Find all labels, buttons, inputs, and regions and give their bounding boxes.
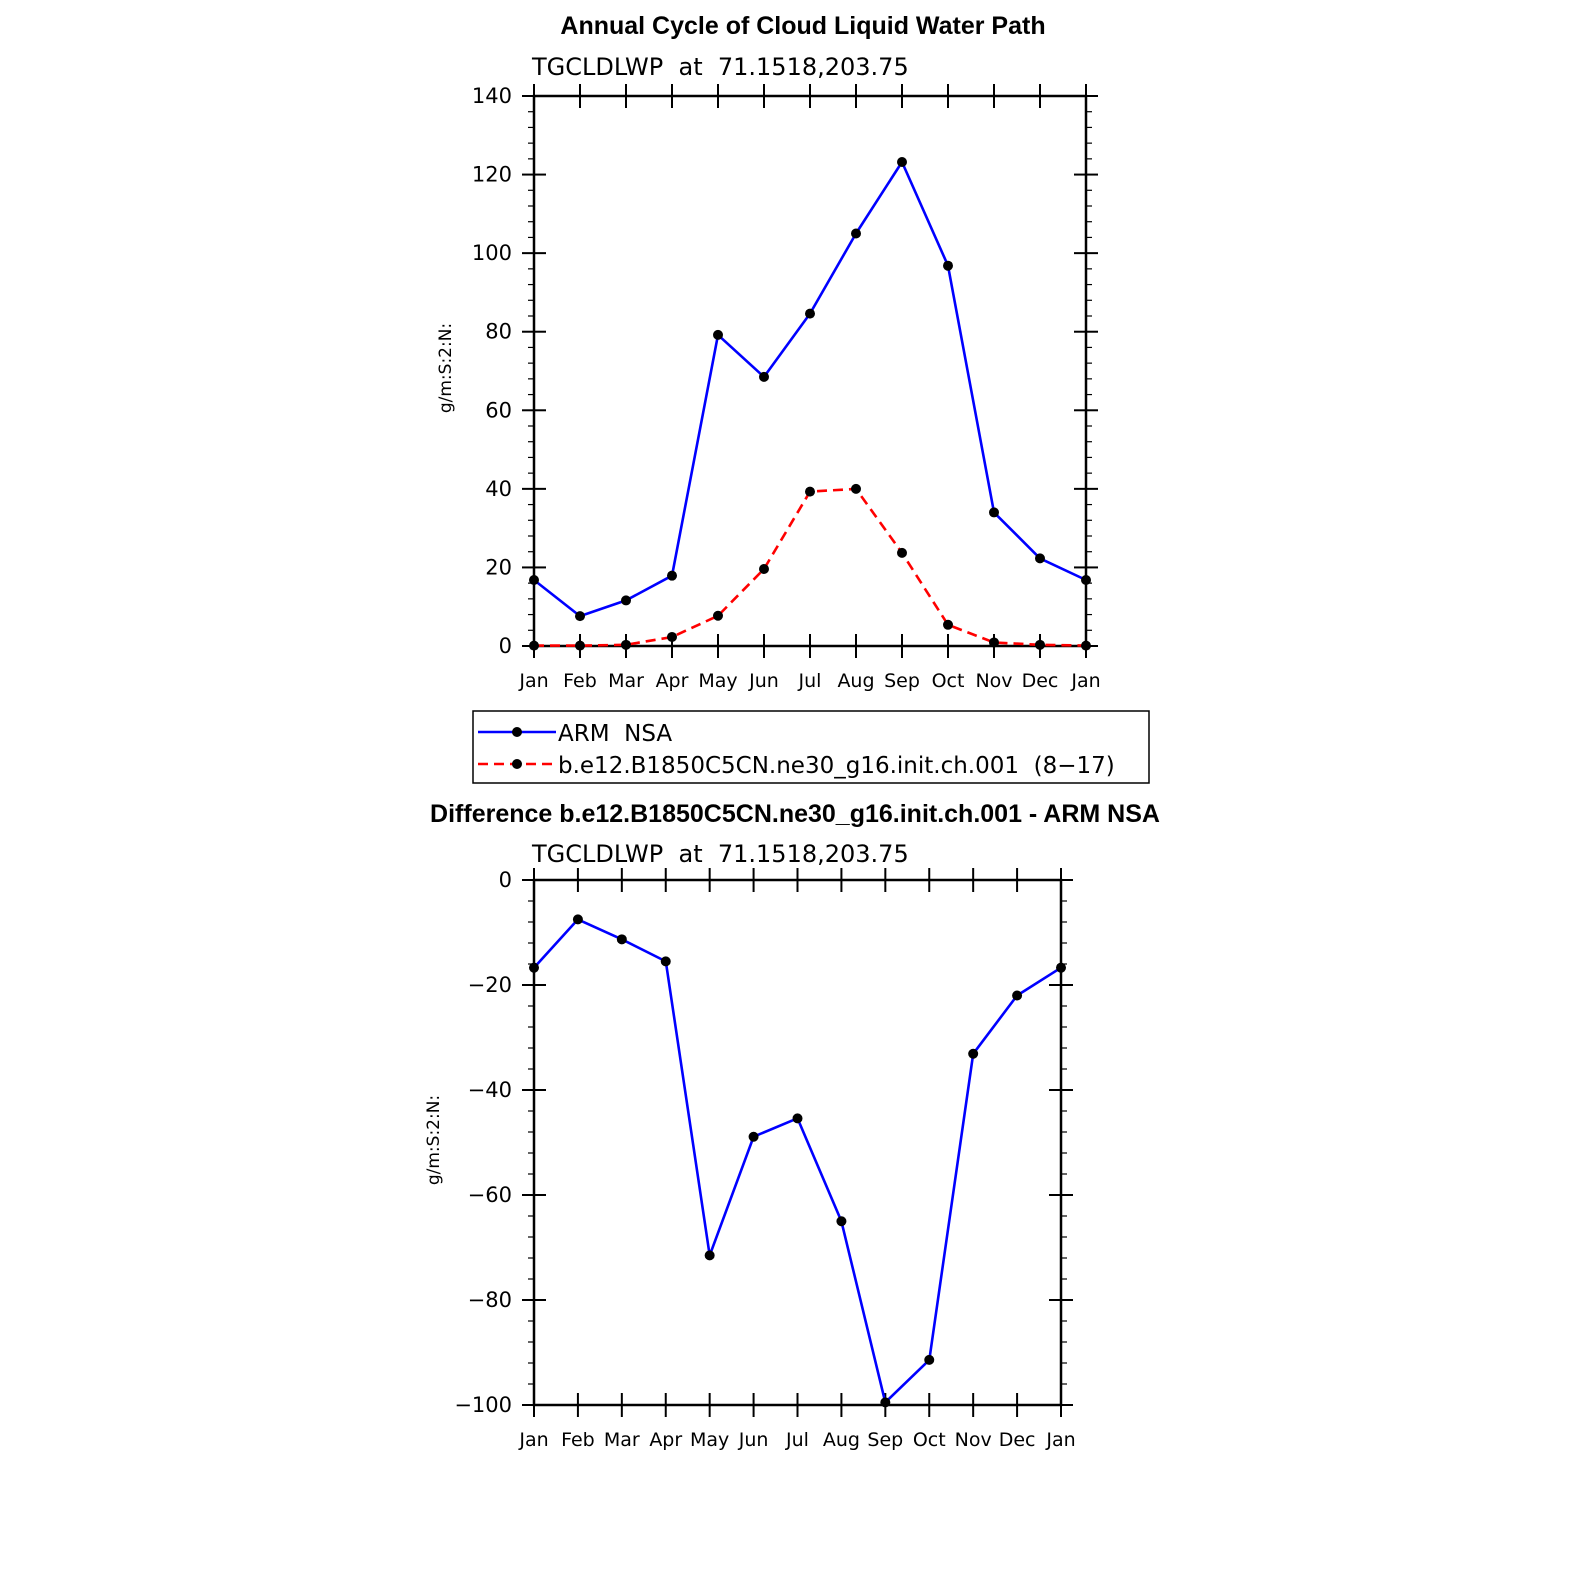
bottom-chart-series-0-point	[529, 962, 539, 973]
top-chart-series-1-point	[1081, 640, 1091, 651]
bottom-chart-series-line-0	[533, 918, 1062, 1404]
top-chart-y-tick-label: 100	[472, 241, 512, 265]
top-chart-y-tick-label: 40	[485, 477, 512, 501]
bottom-chart-y-axis-label: g/m:S:2:N:	[424, 1095, 444, 1185]
legend-label-arm-nsa: ARM NSA	[558, 721, 672, 747]
top-chart-plot-frame	[532, 94, 1088, 648]
bottom-chart: −100 −80 −60 −40 −20 0 Jan Feb Mar Apr May Jun Jul Au…	[454, 868, 1076, 1451]
legend-marker-model	[512, 759, 522, 769]
top-chart-x-tick-label: Feb	[563, 670, 597, 692]
top-chart-x-tick-label: Jul	[798, 670, 822, 692]
top-chart-y-tick-label: 120	[472, 163, 512, 187]
bottom-chart-series-0-point	[616, 934, 627, 945]
bottom-chart-y-tick-label: −60	[468, 1183, 512, 1207]
bottom-chart-series-0-point	[968, 1048, 979, 1059]
top-chart-x-tick-label: Oct	[932, 670, 965, 692]
bottom-chart-series-0-point	[1056, 962, 1066, 973]
top-chart-x-tick-label: Nov	[975, 670, 1012, 692]
top-chart-series-1-point	[529, 640, 539, 651]
top-chart-y-tick-label: 140	[472, 84, 512, 108]
top-chart-series-1-point	[621, 639, 631, 650]
bottom-chart-x-tick-label: Nov	[955, 1429, 992, 1451]
top-chart-series-1-point	[943, 619, 953, 630]
bottom-chart-x-tick-label: Sep	[867, 1429, 903, 1451]
top-chart-series-0-point	[759, 371, 769, 382]
bottom-chart-x-tick-label: Dec	[999, 1429, 1036, 1451]
top-chart-series-1-point	[575, 640, 585, 651]
top-chart: 0 20 40 60 80 100 120 140 Jan Feb Mar Apr May Jun Jul A…	[472, 84, 1101, 692]
top-chart-series-1-point	[897, 547, 907, 558]
bottom-chart-x-tick-label: Oct	[913, 1429, 946, 1451]
top-chart-series-1-point	[667, 631, 677, 642]
top-chart-y-tick-label: 20	[485, 555, 512, 579]
bottom-chart-x-tick-label: Aug	[823, 1429, 860, 1451]
top-chart-x-tick-label: Apr	[656, 670, 689, 692]
top-chart-series-0-point	[943, 260, 953, 271]
bottom-chart-series-0-point	[704, 1250, 715, 1261]
top-chart-x-tick-label: Jun	[748, 670, 779, 692]
bottom-chart-series-0-point	[1012, 990, 1023, 1001]
bottom-chart-series-0-point	[792, 1113, 803, 1124]
top-chart-series-1-point	[759, 564, 769, 574]
bottom-chart-y-tick-label: 0	[499, 868, 512, 892]
bottom-chart-plot-frame	[532, 878, 1063, 1407]
top-chart-x-tick-label: Jan	[518, 670, 548, 692]
legend-box	[472, 710, 1150, 784]
top-chart-x-tick-label: Dec	[1022, 670, 1059, 692]
bottom-chart-x-tick-label: Mar	[604, 1429, 640, 1451]
bottom-chart-x-tick-label: Apr	[649, 1429, 682, 1451]
top-chart-series-line-1	[534, 487, 1087, 647]
top-chart-subtitle: TGCLDLWP at 71.1518,203.75	[531, 53, 909, 81]
top-chart-y-tick-label: 80	[485, 320, 512, 344]
legend: ARM NSA b.e12.B1850C5CN.ne30_g16.init.ch…	[472, 710, 1150, 784]
top-chart-series-1-point	[805, 486, 815, 497]
bottom-chart-series-0-point	[660, 956, 671, 967]
top-chart-title: Annual Cycle of Cloud Liquid Water Path	[560, 12, 1045, 40]
top-chart-x-tick-label: Jan	[1070, 670, 1100, 692]
bottom-chart-title: Difference b.e12.B1850C5CN.ne30_g16.init…	[430, 800, 1160, 828]
legend-marker-arm-nsa	[512, 727, 522, 737]
bottom-chart-y-tick-label: −100	[454, 1393, 512, 1417]
top-chart-series-line-0	[533, 160, 1087, 618]
bottom-chart-y-tick-label: −80	[468, 1288, 512, 1312]
top-chart-x-tick-label: May	[698, 670, 737, 692]
top-chart-x-tick-label: Aug	[837, 670, 874, 692]
top-chart-series-0-point	[713, 329, 723, 340]
top-chart-series-0-point	[667, 570, 677, 581]
bottom-chart-x-tick-label: May	[690, 1429, 729, 1451]
legend-label-model: b.e12.B1850C5CN.ne30_g16.init.ch.001 (8−…	[558, 753, 1115, 779]
bottom-chart-x-tick-label: Jul	[785, 1429, 809, 1451]
top-chart-series-1-point	[1035, 639, 1045, 650]
bottom-chart-x-tick-label: Jan	[1045, 1429, 1075, 1451]
top-chart-series-0-point	[621, 595, 631, 606]
bottom-chart-y-tick-label: −40	[468, 1078, 512, 1102]
top-chart-y-axis-label: g/m:S:2:N:	[436, 323, 456, 413]
bottom-chart-x-tick-label: Jun	[738, 1429, 769, 1451]
top-chart-series-0-point	[575, 611, 585, 622]
bottom-chart-series-0-point	[748, 1131, 759, 1142]
bottom-chart-y-tick-label: −20	[468, 973, 512, 997]
bottom-chart-x-tick-label: Jan	[518, 1429, 548, 1451]
top-chart-series-1-point	[851, 483, 861, 494]
bottom-chart-series-0-point	[880, 1397, 891, 1408]
top-chart-series-0-point	[529, 575, 539, 585]
top-chart-series-0-point	[805, 308, 815, 319]
top-chart-x-tick-label: Sep	[884, 670, 920, 692]
top-chart-y-tick-label: 0	[499, 634, 512, 658]
bottom-chart-subtitle: TGCLDLWP at 71.1518,203.75	[531, 840, 909, 868]
top-chart-series-0-point	[897, 157, 907, 167]
top-chart-x-tick-label: Mar	[608, 670, 644, 692]
top-chart-series-0-point	[1035, 553, 1045, 564]
bottom-chart-series-0-point	[836, 1216, 847, 1227]
top-chart-series-1-point	[989, 637, 999, 648]
bottom-chart-series-0-point	[572, 914, 583, 925]
top-chart-y-tick-label: 60	[485, 398, 512, 422]
top-chart-series-0-point	[1081, 575, 1091, 585]
bottom-chart-x-tick-label: Feb	[561, 1429, 595, 1451]
top-chart-series-1-point	[713, 610, 723, 621]
top-chart-series-0-point	[989, 507, 999, 518]
top-chart-series-0-point	[851, 228, 861, 239]
bottom-chart-series-0-point	[924, 1354, 935, 1365]
